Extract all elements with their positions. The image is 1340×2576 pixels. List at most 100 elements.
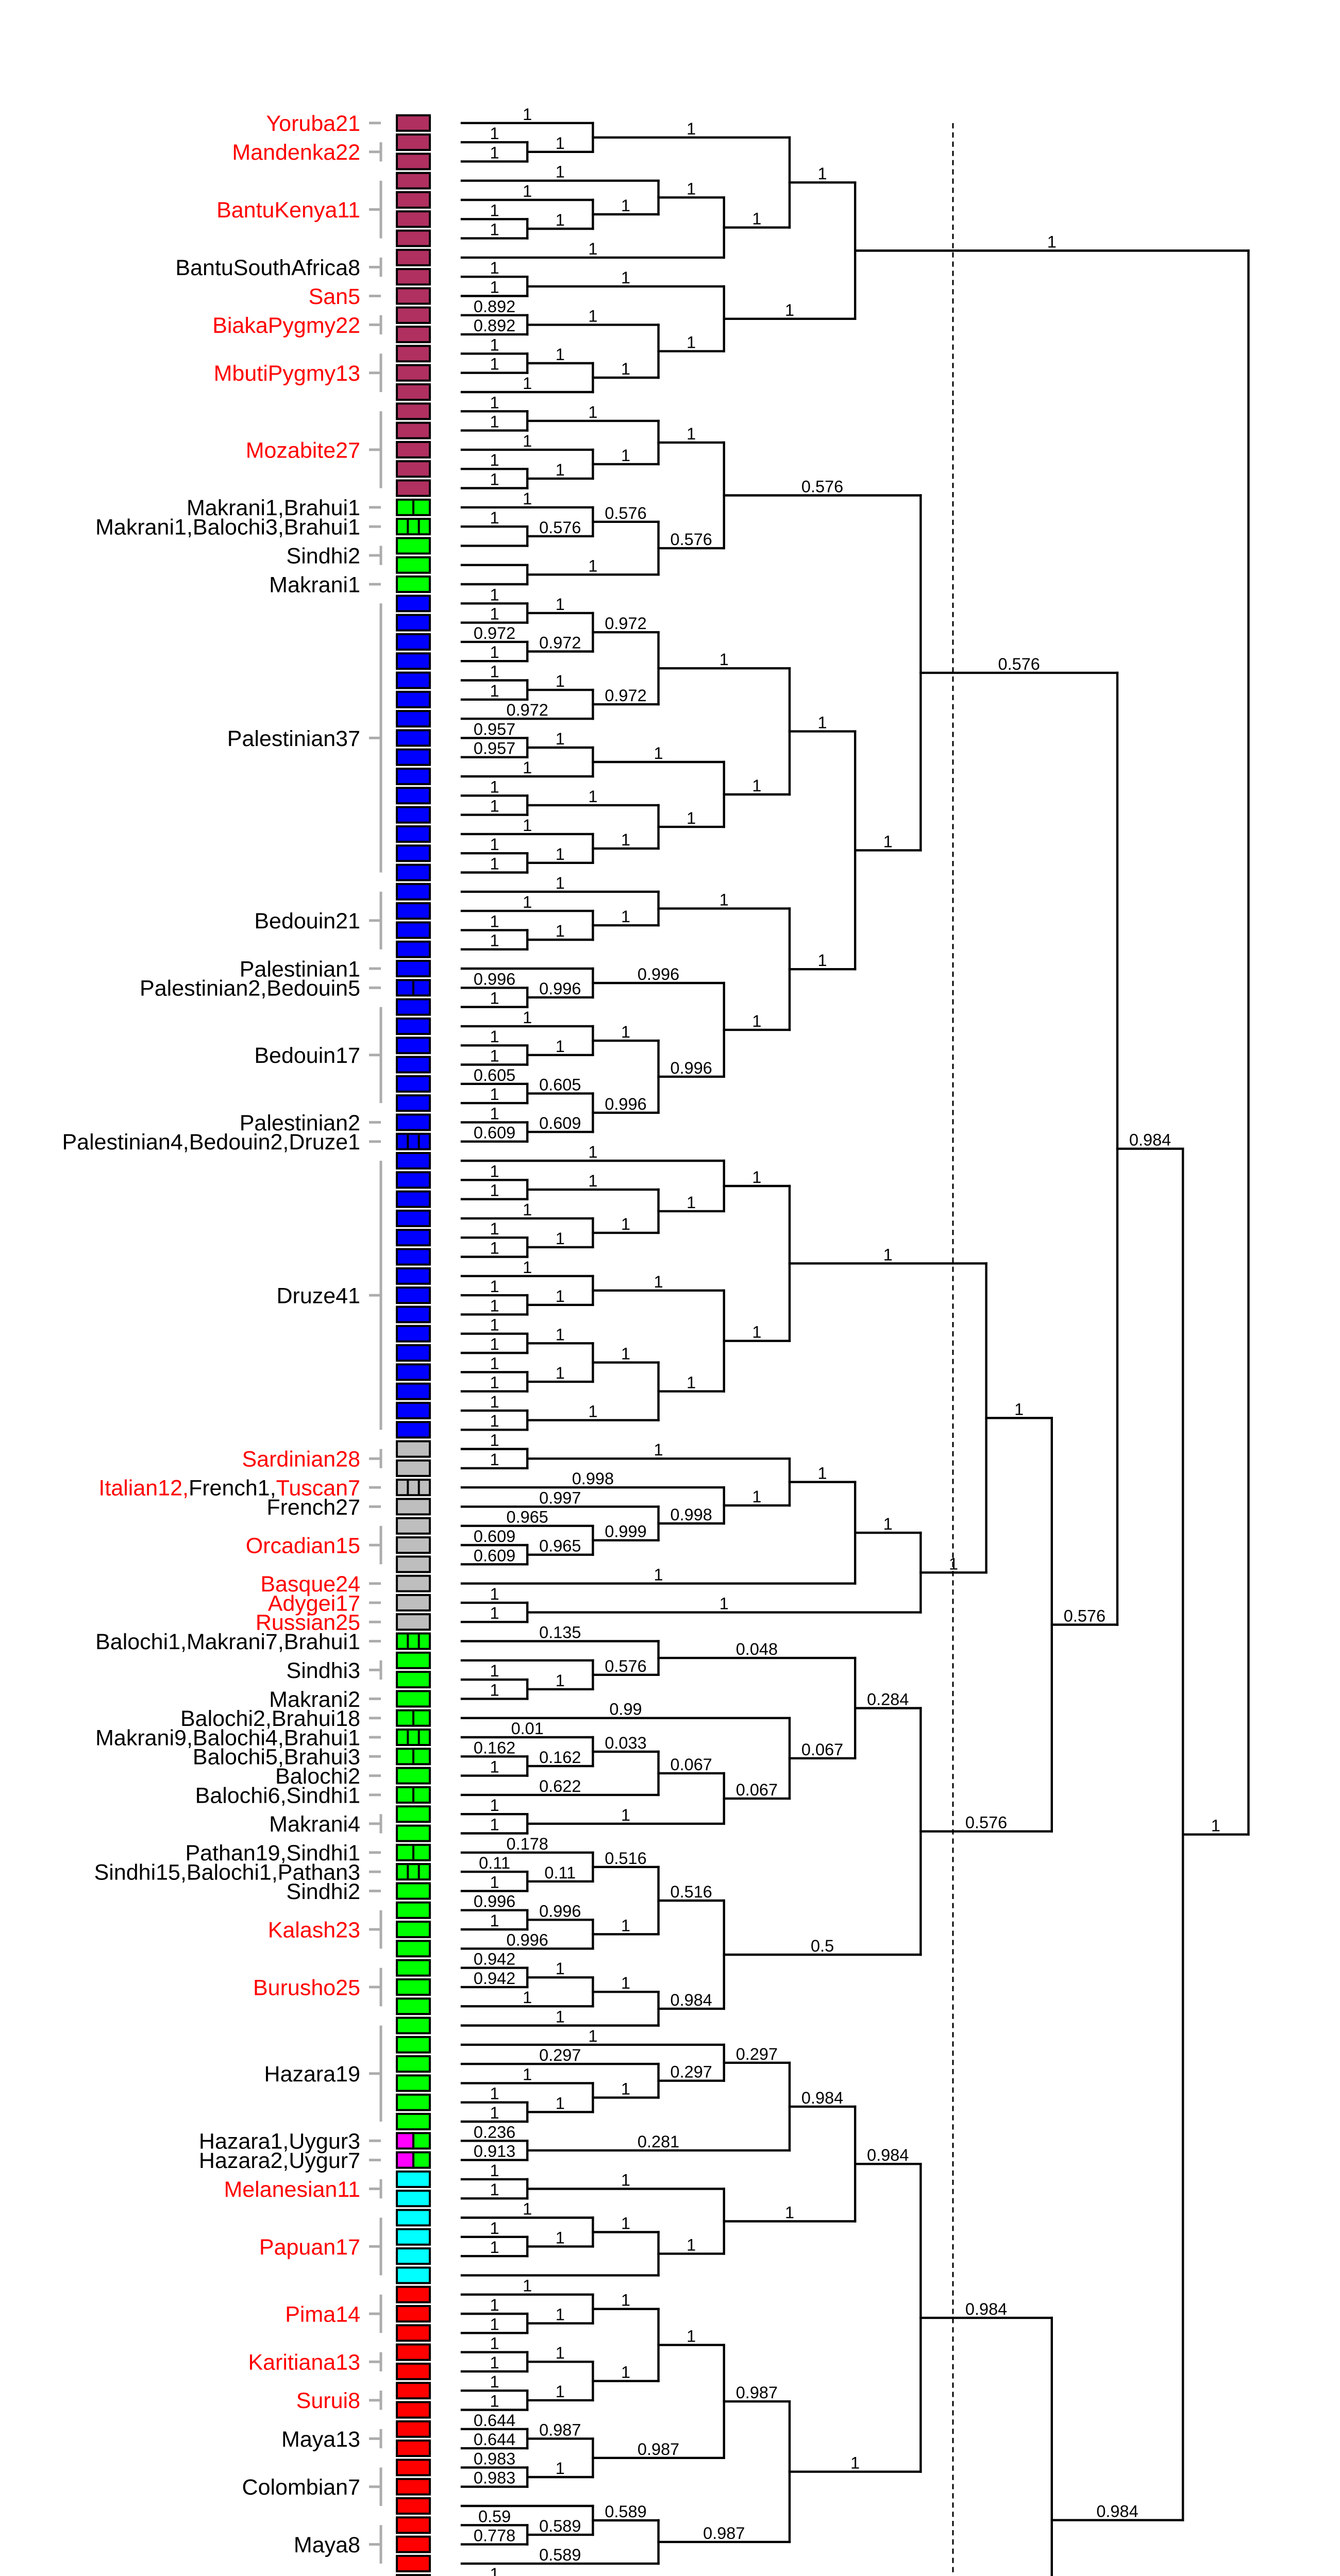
svg-text:1: 1 <box>490 355 499 374</box>
svg-text:1: 1 <box>490 2238 499 2257</box>
svg-text:0.996: 0.996 <box>671 1059 712 1077</box>
svg-text:French27: French27 <box>266 1495 360 1520</box>
svg-text:0.609: 0.609 <box>474 1124 515 1142</box>
svg-text:0.297: 0.297 <box>736 2045 778 2063</box>
svg-text:1: 1 <box>490 2161 499 2180</box>
svg-text:Mozabite27: Mozabite27 <box>246 438 360 463</box>
svg-text:1: 1 <box>490 1162 499 1180</box>
svg-text:0.778: 0.778 <box>474 2527 515 2545</box>
svg-text:1: 1 <box>621 2363 630 2382</box>
svg-text:0.516: 0.516 <box>605 1849 646 1868</box>
svg-text:1: 1 <box>490 1277 499 1296</box>
svg-text:Karitiana13: Karitiana13 <box>248 2350 360 2375</box>
svg-text:1: 1 <box>883 832 893 851</box>
svg-text:0.984: 0.984 <box>965 2300 1007 2318</box>
svg-text:1: 1 <box>1014 1400 1024 1418</box>
svg-text:0.957: 0.957 <box>474 720 515 738</box>
svg-text:1: 1 <box>621 2291 630 2310</box>
svg-text:1: 1 <box>686 1374 696 1392</box>
svg-text:1: 1 <box>556 2459 565 2478</box>
svg-text:1: 1 <box>490 1354 499 1372</box>
svg-text:0.297: 0.297 <box>671 2063 712 2081</box>
svg-text:0.576: 0.576 <box>671 530 712 549</box>
svg-text:Makrani9,Balochi4,Brahui1: Makrani9,Balochi4,Brahui1 <box>95 1725 360 1750</box>
svg-text:1: 1 <box>523 1200 532 1219</box>
svg-text:0.178: 0.178 <box>507 1835 548 1853</box>
svg-text:0.998: 0.998 <box>572 1469 614 1488</box>
svg-text:1: 1 <box>490 605 499 623</box>
svg-text:0.067: 0.067 <box>671 1755 712 1774</box>
svg-text:1: 1 <box>686 425 696 443</box>
svg-text:1: 1 <box>556 2306 565 2324</box>
svg-text:1: 1 <box>588 787 597 806</box>
svg-text:1: 1 <box>523 2200 532 2218</box>
svg-text:0.067: 0.067 <box>736 1781 778 1799</box>
svg-text:1: 1 <box>588 2027 597 2045</box>
svg-text:0.984: 0.984 <box>671 1991 712 2009</box>
svg-text:1: 1 <box>490 682 499 700</box>
svg-text:1: 1 <box>818 1464 827 1483</box>
svg-text:1: 1 <box>490 1296 499 1315</box>
svg-text:1: 1 <box>490 2565 499 2576</box>
svg-text:Melanesian11: Melanesian11 <box>224 2177 360 2202</box>
svg-text:0.067: 0.067 <box>801 1740 843 1759</box>
svg-text:1: 1 <box>719 650 729 669</box>
svg-text:0.996: 0.996 <box>605 1095 646 1113</box>
svg-text:1: 1 <box>949 1554 958 1573</box>
svg-text:1: 1 <box>490 278 499 297</box>
svg-text:1: 1 <box>621 1806 630 1824</box>
svg-text:1: 1 <box>490 855 499 873</box>
svg-text:1: 1 <box>490 2104 499 2122</box>
svg-text:Palestinian2,Bedouin5: Palestinian2,Bedouin5 <box>140 976 360 1001</box>
svg-text:Makrani4: Makrani4 <box>269 1812 360 1837</box>
svg-text:1: 1 <box>490 585 499 604</box>
svg-text:Palestinian2: Palestinian2 <box>240 1111 360 1136</box>
svg-text:Balochi1,Makrani7,Brahui1: Balochi1,Makrani7,Brahui1 <box>95 1630 360 1654</box>
svg-text:Sindhi2: Sindhi2 <box>287 1879 360 1904</box>
svg-text:1: 1 <box>1211 1817 1220 1835</box>
svg-text:1: 1 <box>523 2065 532 2083</box>
svg-text:Kalash23: Kalash23 <box>268 1918 360 1942</box>
svg-text:0.162: 0.162 <box>474 1738 515 1757</box>
svg-text:Russian25: Russian25 <box>256 1611 360 1635</box>
svg-text:0.162: 0.162 <box>539 1748 581 1767</box>
svg-text:1: 1 <box>490 931 499 950</box>
svg-text:Sindhi3: Sindhi3 <box>287 1658 360 1683</box>
svg-text:BiakaPygmy22: BiakaPygmy22 <box>212 313 360 338</box>
svg-text:1: 1 <box>490 470 499 489</box>
svg-text:0.576: 0.576 <box>965 1814 1007 1832</box>
svg-text:0.297: 0.297 <box>539 2046 581 2064</box>
svg-text:Mandenka22: Mandenka22 <box>232 140 360 165</box>
svg-text:1: 1 <box>490 2296 499 2314</box>
svg-text:0.589: 0.589 <box>539 2517 581 2535</box>
svg-text:0.892: 0.892 <box>474 297 515 316</box>
svg-text:1: 1 <box>523 816 532 835</box>
svg-text:0.01: 0.01 <box>511 1719 544 1738</box>
svg-text:0.984: 0.984 <box>1129 1131 1171 1149</box>
svg-text:1: 1 <box>490 2392 499 2411</box>
svg-text:0.972: 0.972 <box>605 686 646 705</box>
svg-text:1: 1 <box>1047 233 1057 251</box>
svg-text:1: 1 <box>621 196 630 215</box>
svg-text:0.913: 0.913 <box>474 2142 515 2161</box>
svg-text:1: 1 <box>490 1796 499 1815</box>
svg-text:Druze41: Druze41 <box>276 1284 360 1309</box>
svg-text:0.996: 0.996 <box>539 1902 581 1920</box>
svg-text:1: 1 <box>621 907 630 926</box>
svg-text:1: 1 <box>490 451 499 469</box>
svg-text:1: 1 <box>621 831 630 849</box>
svg-text:1: 1 <box>588 556 597 575</box>
svg-text:0.957: 0.957 <box>474 739 515 758</box>
svg-text:0.589: 0.589 <box>539 2546 581 2564</box>
svg-text:0.987: 0.987 <box>638 2440 679 2459</box>
svg-text:1: 1 <box>490 1335 499 1353</box>
svg-text:1: 1 <box>556 874 565 892</box>
svg-text:Makrani2: Makrani2 <box>269 1687 360 1712</box>
svg-text:0.972: 0.972 <box>605 614 646 633</box>
svg-text:1: 1 <box>686 333 696 352</box>
svg-text:1: 1 <box>490 335 499 354</box>
svg-text:0.972: 0.972 <box>474 624 515 642</box>
svg-text:1: 1 <box>490 1604 499 1622</box>
svg-text:1: 1 <box>490 1816 499 1834</box>
svg-text:Makrani1,Balochi3,Brahui1: Makrani1,Balochi3,Brahui1 <box>95 515 360 540</box>
